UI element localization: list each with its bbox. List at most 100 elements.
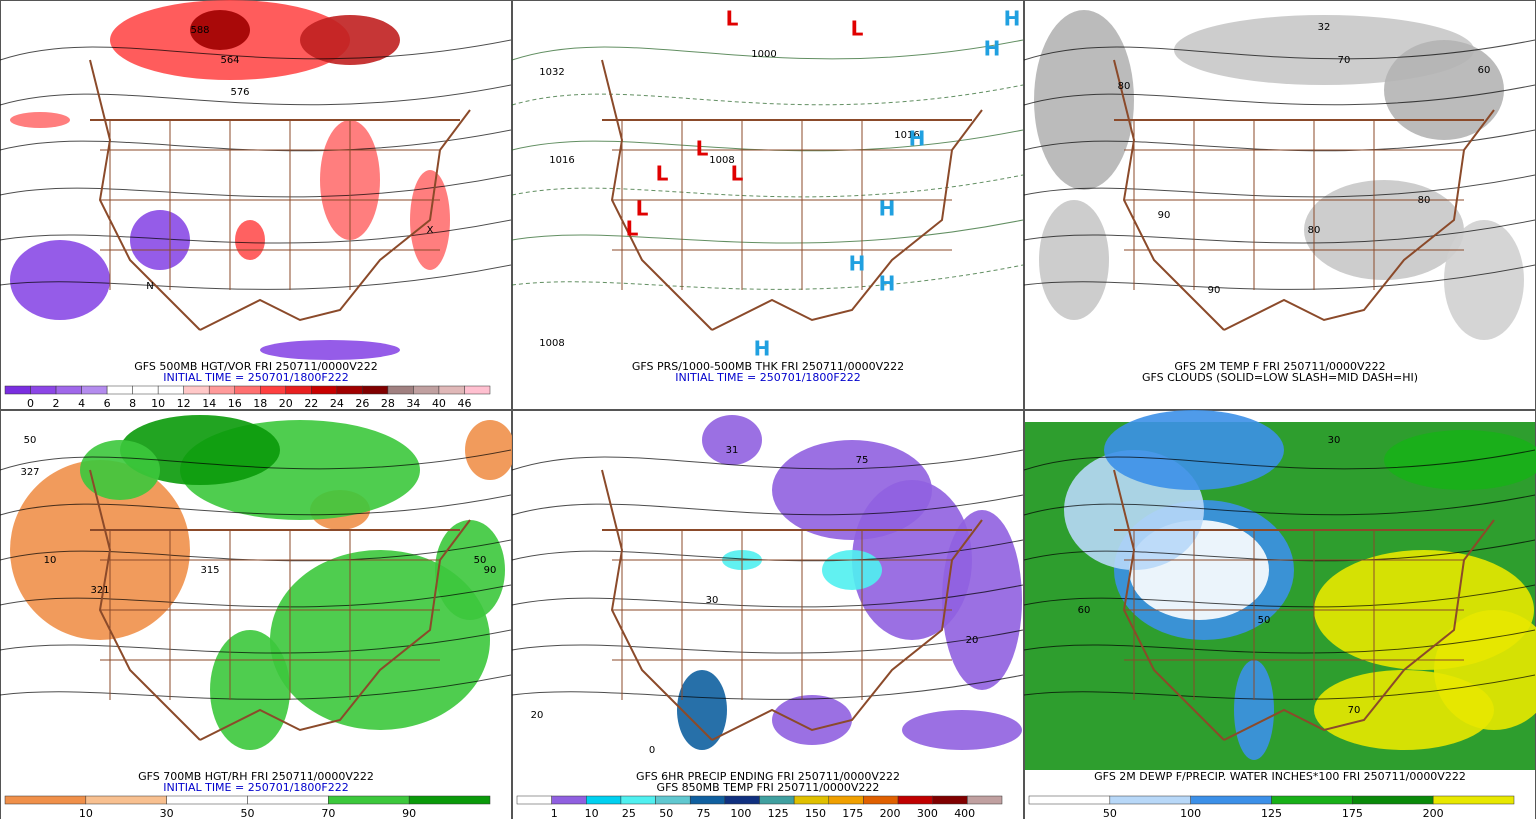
contour-label: 321 — [90, 585, 109, 596]
contour — [1023, 539, 1536, 562]
contour — [0, 449, 512, 471]
caption: INITIAL TIME = 250701/1800F222 — [163, 371, 348, 384]
colorbar-label: 150 — [805, 807, 826, 819]
colorbar-label: 10 — [585, 807, 599, 819]
low-center: L — [726, 7, 739, 31]
colorbar-swatch — [793, 795, 830, 805]
colorbar-label: 26 — [355, 397, 369, 410]
contour — [0, 84, 512, 106]
low-center: L — [626, 217, 639, 241]
colorbar-label: 125 — [1261, 807, 1282, 819]
colorbar-label: 300 — [917, 807, 938, 819]
map-field — [120, 415, 280, 485]
contour — [0, 39, 512, 61]
colorbar-label: 75 — [697, 807, 711, 819]
caption: GFS 500MB HGT/VOR FRI 250711/0000V222 — [134, 360, 378, 373]
contour — [511, 539, 1024, 562]
low-center: L — [731, 162, 744, 186]
map-field — [300, 15, 400, 65]
contour — [0, 629, 512, 654]
colorbar-label: 175 — [1342, 807, 1363, 819]
colorbar-label: 8 — [129, 397, 136, 410]
colorbar-swatch — [4, 795, 87, 805]
map-field — [190, 10, 250, 50]
colorbar-label: 100 — [1180, 807, 1201, 819]
contour — [0, 584, 512, 608]
caption: GFS 2M TEMP F FRI 250711/0000V222 — [1174, 360, 1385, 373]
contour-label: 90 — [484, 565, 497, 576]
caption: GFS 850MB TEMP FRI 250711/0000V222 — [657, 781, 880, 794]
contour-label: 30 — [1328, 435, 1341, 446]
low-center: L — [636, 197, 649, 221]
map-field — [1314, 670, 1494, 750]
map-field — [1039, 200, 1109, 320]
colorbar-label: 6 — [104, 397, 111, 410]
contour-label: 20 — [966, 635, 979, 646]
high-center: H — [909, 127, 926, 151]
contour-label: 1032 — [539, 67, 564, 78]
colorbar-swatch — [1271, 795, 1353, 805]
colorbar-swatch — [30, 385, 57, 395]
colorbar-label: 25 — [622, 807, 636, 819]
colorbar-label: 200 — [1423, 807, 1444, 819]
caption: GFS 6HR PRECIP ENDING FRI 250711/0000V22… — [636, 770, 900, 783]
colorbar-swatch — [408, 795, 491, 805]
low-center: L — [851, 17, 864, 41]
caption: GFS CLOUDS (SOLID=LOW SLASH=MID DASH=HI) — [1142, 371, 1418, 384]
contour — [511, 449, 1024, 471]
high-center: H — [879, 197, 896, 221]
colorbar-label: 20 — [279, 397, 293, 410]
colorbar-label: 400 — [954, 807, 975, 819]
colorbar-label: 40 — [432, 397, 446, 410]
contour — [1023, 264, 1536, 290]
map-field — [702, 415, 762, 465]
map-field — [10, 112, 70, 128]
colorbar-label: 10 — [151, 397, 165, 410]
contour-label: 50 — [24, 435, 37, 446]
colorbar-swatch — [106, 385, 133, 395]
colorbar-label: 0 — [27, 397, 34, 410]
colorbar-swatch — [464, 385, 491, 395]
contour-label: 20 — [531, 710, 544, 721]
high-center: H — [849, 252, 866, 276]
colorbar-label: 50 — [241, 807, 255, 819]
colorbar-swatch — [260, 385, 287, 395]
colorbar-swatch — [863, 795, 899, 805]
colorbar-label: 50 — [1103, 807, 1117, 819]
coastline — [1113, 59, 1495, 331]
caption: GFS 700MB HGT/RH FRI 250711/0000V222 — [138, 770, 374, 783]
colorbar-swatch — [311, 385, 338, 395]
high-center: H — [1004, 7, 1021, 31]
colorbar-label: 18 — [253, 397, 267, 410]
contour — [0, 264, 512, 290]
colorbar-swatch — [166, 795, 248, 805]
map-field — [677, 670, 727, 750]
contour — [511, 219, 1024, 244]
contour — [1023, 494, 1536, 516]
colorbar-label: 24 — [330, 397, 344, 410]
contour-label: X — [427, 225, 434, 236]
map-field — [235, 220, 265, 260]
colorbar-label: 34 — [406, 397, 420, 410]
colorbar-swatch — [932, 795, 968, 805]
caption: GFS 2M DEWP F/PRECIP. WATER INCHES*100 F… — [1094, 770, 1466, 783]
contour-label: 32 — [1318, 22, 1331, 33]
map — [1023, 10, 1536, 340]
contour — [511, 629, 1024, 654]
high-center: H — [754, 337, 771, 361]
caption: INITIAL TIME = 250701/1800F222 — [163, 781, 348, 794]
colorbar-label: 125 — [768, 807, 789, 819]
contour — [1023, 84, 1536, 106]
colorbar-label: 10 — [79, 807, 93, 819]
contour — [0, 674, 512, 700]
map-field — [1384, 40, 1504, 140]
colorbar-label: 30 — [160, 807, 174, 819]
colorbar-swatch — [655, 795, 691, 805]
contour-label: 564 — [220, 55, 239, 66]
colorbar-label: 4 — [78, 397, 85, 410]
contour — [511, 264, 1024, 290]
colorbar-swatch — [157, 385, 184, 395]
contour — [511, 584, 1024, 608]
colorbar-label: 46 — [457, 397, 471, 410]
colorbar-label: 2 — [53, 397, 60, 410]
